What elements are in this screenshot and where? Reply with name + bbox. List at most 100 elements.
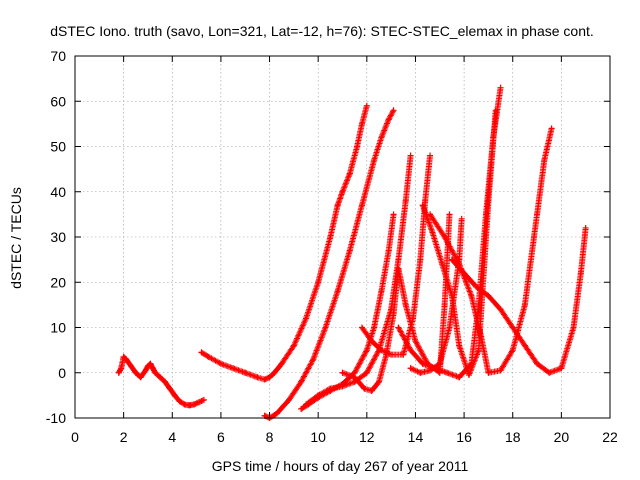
data-point xyxy=(191,401,198,408)
data-point xyxy=(541,157,548,164)
x-tick-label: 6 xyxy=(217,429,225,445)
data-point xyxy=(200,396,207,403)
data-point xyxy=(385,116,392,123)
x-tick-label: 0 xyxy=(71,429,79,445)
data-point xyxy=(273,410,280,417)
data-point xyxy=(171,392,178,399)
data-point xyxy=(261,376,268,383)
data-point xyxy=(290,342,297,349)
data-point xyxy=(298,405,305,412)
data-point xyxy=(378,347,385,354)
data-point xyxy=(371,157,378,164)
data-point xyxy=(407,152,414,159)
data-point xyxy=(149,365,156,372)
data-point xyxy=(521,342,528,349)
data-point xyxy=(115,369,122,376)
data-point xyxy=(456,342,463,349)
y-tick-label: 70 xyxy=(50,48,66,64)
data-point xyxy=(358,120,365,127)
x-tick-label: 20 xyxy=(554,429,570,445)
data-point xyxy=(339,369,346,376)
data-point xyxy=(157,374,164,381)
data-point xyxy=(448,292,455,299)
x-axis-ticks: 0 2 4 6 8 10 12 14 16 18 20 22 xyxy=(71,56,618,445)
data-point xyxy=(354,143,361,150)
data-point xyxy=(419,202,426,209)
data-point xyxy=(334,288,341,295)
data-point xyxy=(371,324,378,331)
data-point xyxy=(303,401,310,408)
x-tick-label: 4 xyxy=(168,429,176,445)
data-point xyxy=(205,353,212,360)
y-tick-label: -10 xyxy=(46,410,66,426)
data-point xyxy=(492,107,499,114)
data-point xyxy=(509,324,516,331)
series-12 xyxy=(427,125,555,376)
data-point xyxy=(383,351,390,358)
data-point xyxy=(176,398,183,405)
data-point xyxy=(497,367,504,374)
data-point xyxy=(346,247,353,254)
data-point xyxy=(368,387,375,394)
data-point xyxy=(402,301,409,308)
data-point xyxy=(417,256,424,263)
series-1 xyxy=(115,353,207,409)
data-point xyxy=(439,261,446,268)
y-axis-ticks: -10 0 10 20 30 40 50 60 70 xyxy=(46,48,610,426)
data-point xyxy=(427,367,434,374)
data-point xyxy=(254,374,261,381)
data-point xyxy=(327,234,334,240)
data-point xyxy=(152,369,159,376)
data-point xyxy=(198,349,205,356)
data-point xyxy=(548,125,555,132)
data-point xyxy=(137,374,144,381)
data-point xyxy=(351,374,358,381)
data-point xyxy=(118,365,125,372)
data-point xyxy=(363,369,370,376)
data-point xyxy=(310,356,317,363)
x-tick-label: 8 xyxy=(266,429,274,445)
data-point xyxy=(166,385,173,392)
y-axis-label: dSTEC / TECUs xyxy=(8,187,24,289)
data-point xyxy=(286,396,292,403)
y-tick-label: 50 xyxy=(50,139,66,155)
data-point xyxy=(132,369,139,376)
data-point xyxy=(444,369,451,376)
data-point xyxy=(546,369,553,376)
data-point xyxy=(475,347,482,354)
data-point xyxy=(161,378,168,385)
data-point xyxy=(427,152,434,159)
data-point xyxy=(334,202,341,209)
data-point xyxy=(534,211,541,218)
series-2 xyxy=(198,102,370,383)
data-point xyxy=(196,399,203,406)
data-point xyxy=(390,211,397,218)
data-point xyxy=(456,374,463,381)
x-tick-label: 12 xyxy=(359,429,375,445)
data-point xyxy=(186,402,193,409)
data-point xyxy=(378,288,385,295)
series-markers xyxy=(448,226,589,376)
x-tick-label: 2 xyxy=(120,429,128,445)
data-point xyxy=(436,360,443,367)
data-point xyxy=(473,283,480,290)
grid xyxy=(75,56,610,418)
data-point xyxy=(363,347,370,354)
data-point xyxy=(271,369,278,376)
data-point xyxy=(339,188,346,195)
data-point xyxy=(315,392,322,399)
data-point xyxy=(322,324,329,331)
data-point xyxy=(266,374,273,381)
data-point xyxy=(298,378,305,385)
data-point xyxy=(327,385,334,392)
data-point xyxy=(558,365,565,372)
data-point xyxy=(402,197,409,204)
data-point xyxy=(534,360,541,367)
data-point xyxy=(407,365,414,372)
data-point xyxy=(407,347,414,354)
data-point xyxy=(181,401,188,408)
data-point xyxy=(570,324,577,331)
data-point xyxy=(230,365,237,372)
data-point xyxy=(468,292,475,299)
